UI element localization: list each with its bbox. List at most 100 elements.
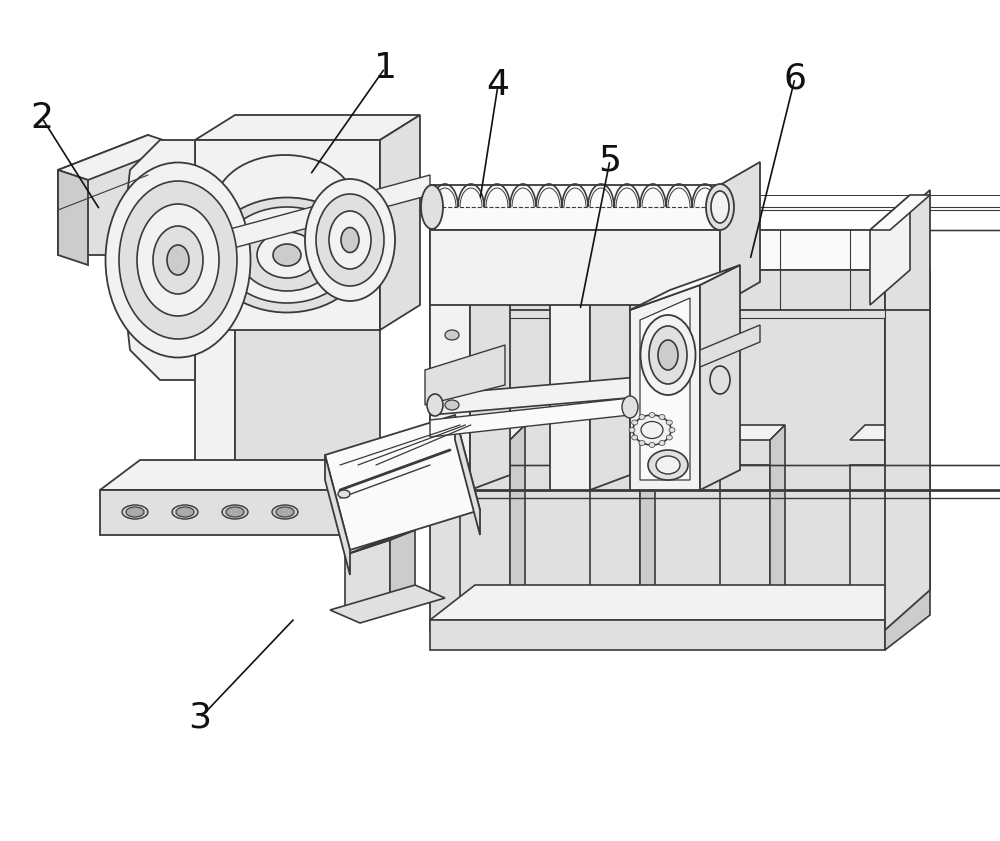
Polygon shape	[470, 200, 510, 490]
Polygon shape	[100, 490, 380, 535]
Ellipse shape	[710, 366, 730, 394]
Ellipse shape	[172, 505, 198, 519]
Polygon shape	[430, 230, 720, 305]
Ellipse shape	[338, 490, 350, 498]
Polygon shape	[885, 270, 930, 630]
Polygon shape	[430, 620, 885, 650]
Ellipse shape	[427, 394, 443, 416]
Polygon shape	[58, 135, 178, 180]
Ellipse shape	[658, 340, 678, 370]
Polygon shape	[900, 425, 915, 625]
Ellipse shape	[210, 198, 364, 313]
Polygon shape	[720, 162, 760, 305]
Polygon shape	[770, 425, 785, 625]
Ellipse shape	[622, 396, 638, 418]
Polygon shape	[430, 230, 930, 270]
Polygon shape	[885, 270, 930, 630]
Polygon shape	[430, 585, 930, 620]
Ellipse shape	[222, 207, 352, 303]
Text: 6: 6	[784, 61, 806, 95]
Polygon shape	[345, 530, 415, 555]
Polygon shape	[430, 270, 885, 310]
Polygon shape	[460, 465, 510, 630]
Ellipse shape	[639, 415, 645, 420]
Polygon shape	[58, 170, 88, 265]
Polygon shape	[430, 310, 885, 630]
Ellipse shape	[167, 245, 189, 275]
Polygon shape	[640, 298, 690, 480]
Polygon shape	[100, 460, 420, 490]
Polygon shape	[590, 195, 630, 490]
Polygon shape	[510, 425, 525, 625]
Ellipse shape	[273, 244, 301, 266]
Polygon shape	[430, 253, 930, 293]
Polygon shape	[430, 293, 885, 305]
Polygon shape	[850, 425, 915, 440]
Ellipse shape	[632, 420, 638, 425]
Ellipse shape	[341, 228, 359, 252]
Polygon shape	[380, 115, 420, 330]
Ellipse shape	[711, 191, 729, 223]
Ellipse shape	[222, 505, 248, 519]
Ellipse shape	[445, 330, 459, 340]
Polygon shape	[120, 140, 195, 380]
Polygon shape	[700, 265, 740, 490]
Ellipse shape	[649, 412, 655, 417]
Ellipse shape	[153, 226, 203, 294]
Polygon shape	[235, 305, 380, 490]
Polygon shape	[325, 415, 480, 550]
Text: 5: 5	[598, 143, 622, 177]
Ellipse shape	[226, 507, 244, 517]
Polygon shape	[460, 425, 525, 440]
Ellipse shape	[656, 456, 680, 474]
Polygon shape	[590, 465, 640, 630]
Polygon shape	[195, 115, 420, 140]
Polygon shape	[455, 415, 480, 535]
Ellipse shape	[445, 400, 459, 410]
Ellipse shape	[276, 507, 294, 517]
Ellipse shape	[648, 450, 688, 480]
Polygon shape	[430, 306, 885, 318]
Ellipse shape	[176, 507, 194, 517]
Text: 1: 1	[374, 51, 396, 85]
Ellipse shape	[122, 505, 148, 519]
Ellipse shape	[666, 420, 672, 425]
Ellipse shape	[666, 435, 672, 440]
Ellipse shape	[421, 185, 443, 229]
Polygon shape	[425, 345, 505, 405]
Ellipse shape	[316, 194, 384, 286]
Ellipse shape	[641, 421, 663, 438]
Polygon shape	[630, 265, 740, 310]
Polygon shape	[390, 530, 415, 600]
Ellipse shape	[240, 219, 334, 291]
Polygon shape	[430, 280, 885, 292]
Polygon shape	[870, 195, 930, 230]
Polygon shape	[380, 460, 420, 535]
Ellipse shape	[137, 204, 219, 316]
Polygon shape	[58, 135, 148, 255]
Polygon shape	[430, 398, 630, 437]
Ellipse shape	[640, 315, 696, 395]
Text: 4: 4	[486, 68, 510, 102]
Polygon shape	[720, 465, 770, 630]
Polygon shape	[885, 190, 930, 310]
Polygon shape	[590, 425, 655, 440]
Ellipse shape	[119, 181, 237, 339]
Polygon shape	[430, 240, 930, 280]
Polygon shape	[640, 425, 655, 625]
Polygon shape	[700, 325, 760, 367]
Polygon shape	[430, 270, 930, 310]
Ellipse shape	[257, 232, 317, 278]
Ellipse shape	[669, 427, 675, 432]
Ellipse shape	[659, 415, 665, 420]
Polygon shape	[430, 266, 930, 306]
Polygon shape	[550, 210, 590, 490]
Ellipse shape	[639, 441, 645, 446]
Ellipse shape	[633, 415, 671, 445]
Ellipse shape	[329, 211, 371, 269]
Ellipse shape	[706, 184, 734, 230]
Text: 3: 3	[188, 701, 212, 735]
Ellipse shape	[272, 505, 298, 519]
Polygon shape	[330, 585, 445, 623]
Ellipse shape	[649, 326, 687, 384]
